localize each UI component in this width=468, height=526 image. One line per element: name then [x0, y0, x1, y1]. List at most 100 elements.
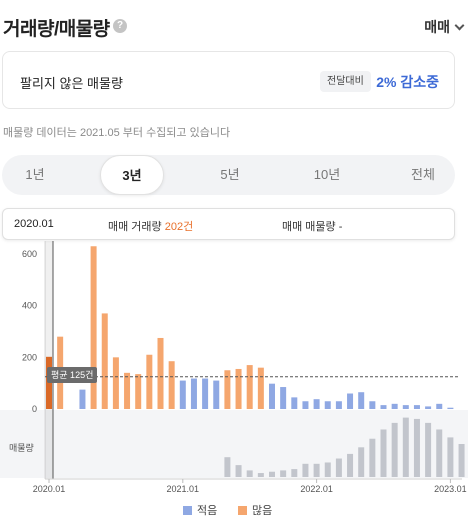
- stock-volume-bar: [358, 447, 365, 477]
- tab-3-years[interactable]: 3년: [100, 155, 164, 195]
- trade-volume-bar: [302, 401, 309, 409]
- period-tabs: 1년 3년 5년 10년 전체: [2, 155, 455, 195]
- trade-volume-info: 매매 거래량 202건: [108, 218, 193, 234]
- unsold-summary-card: 팔리지 않은 매물량 전달대비 2% 감소중: [2, 51, 455, 109]
- trade-type-dropdown[interactable]: 매매: [424, 17, 465, 37]
- trade-volume-bar: [146, 354, 153, 409]
- stock-volume-bar: [425, 422, 432, 477]
- tab-10-years[interactable]: 10년: [313, 167, 341, 182]
- stock-volume-bar: [347, 453, 354, 477]
- stock-volume-bar: [224, 457, 231, 477]
- stock-volume-bar: [447, 437, 454, 477]
- selected-month: 2020.01: [14, 218, 54, 230]
- trade-volume-bar: [291, 397, 298, 409]
- chart-legend: 적음 많음: [0, 500, 468, 518]
- volume-chart[interactable]: 600 400 200 0 매물량 2020.01 2021.01 2022.01 2023.0…: [0, 241, 468, 526]
- trade-volume-bar: [135, 374, 142, 409]
- trade-volume-bar: [202, 378, 209, 409]
- average-tag: 평균 125건: [47, 367, 98, 383]
- trade-type-label: 매매: [424, 19, 450, 35]
- stock-volume-bar: [380, 429, 387, 477]
- trade-volume-bar: [380, 405, 387, 409]
- x-tick-label: 2023.01: [434, 484, 467, 494]
- stock-volume-value: -: [338, 221, 343, 233]
- stock-panel-background: [0, 410, 468, 478]
- y-tick-label: 600: [22, 249, 37, 259]
- legend-swatch-high: [238, 506, 247, 515]
- trade-volume-bar: [124, 372, 131, 409]
- y-tick-label: 400: [22, 301, 37, 311]
- stock-volume-info: 매매 매물량 -: [282, 218, 342, 234]
- trade-volume-bar: [235, 368, 242, 409]
- selected-month-info: 2020.01 매매 거래량 202건 매매 매물량 -: [2, 208, 455, 240]
- y-tick-label: 200: [22, 352, 37, 362]
- x-tick-label: 2022.01: [300, 484, 333, 494]
- legend-swatch-low: [183, 506, 192, 515]
- trade-volume-bar: [112, 357, 119, 409]
- stock-volume-bar: [369, 438, 376, 477]
- selected-month-highlight: [45, 241, 53, 479]
- x-tick-label: 2020.01: [33, 484, 66, 494]
- y-tick-label: 0: [32, 404, 37, 414]
- tab-all[interactable]: 전체: [411, 167, 435, 182]
- stock-volume-bar: [436, 429, 443, 477]
- stock-panel-label: 매물량: [9, 442, 34, 453]
- trade-volume-value: 202건: [164, 221, 194, 233]
- stock-volume-label: 매매 매물량: [282, 221, 336, 233]
- stock-volume-bar: [458, 444, 465, 477]
- trade-volume-bar: [447, 407, 454, 409]
- trade-volume-bar: [280, 387, 287, 409]
- trade-volume-label: 매매 거래량: [108, 221, 162, 233]
- trade-volume-bar: [436, 403, 443, 409]
- section-header: 거래량/매물량 ? 매매: [0, 0, 468, 48]
- trade-volume-bar: [391, 403, 398, 409]
- stock-volume-bar: [291, 469, 298, 477]
- trade-volume-bar: [190, 378, 197, 409]
- stock-volume-bar: [413, 418, 420, 477]
- trade-volume-bar: [168, 361, 175, 409]
- legend-item-high: 많음: [238, 502, 272, 518]
- stock-volume-bar: [313, 463, 320, 477]
- trade-volume-bar: [347, 393, 354, 409]
- trade-volume-bar: [425, 406, 432, 409]
- trade-volume-bar: [335, 401, 342, 409]
- stock-volume-bar: [391, 422, 398, 477]
- trade-volume-bar: [157, 337, 164, 409]
- volume-chart-svg: 600 400 200 0 매물량 2020.01 2021.01 2022.01 2023.0…: [0, 241, 468, 494]
- trade-volume-bar: [269, 383, 275, 409]
- trade-volume-bar: [179, 380, 186, 409]
- trade-volume-bar: [246, 365, 253, 409]
- stock-volume-bar: [324, 462, 331, 477]
- tab-1-year[interactable]: 1년: [25, 167, 45, 182]
- comparison-badge: 전달대비: [320, 71, 371, 92]
- trade-volume-bar: [257, 367, 264, 409]
- data-notice: 매물량 데이터는 2021.05 부터 수집되고 있습니다: [3, 127, 231, 139]
- trade-volume-bar: [79, 389, 86, 409]
- trade-volume-bar: [324, 401, 331, 409]
- trade-volume-bar: [369, 401, 376, 409]
- trade-volume-bar: [213, 380, 220, 409]
- stock-volume-bar: [335, 458, 342, 477]
- stock-volume-bar: [280, 470, 287, 477]
- unsold-label: 팔리지 않은 매물량: [20, 76, 123, 91]
- stock-volume-bar: [257, 473, 264, 477]
- stock-volume-bar: [402, 417, 409, 477]
- section-title: 거래량/매물량: [3, 19, 110, 40]
- legend-label-low: 적음: [197, 505, 218, 517]
- unsold-change-value: 2% 감소중: [376, 74, 439, 90]
- question-circle-icon[interactable]: ?: [113, 19, 127, 33]
- legend-item-low: 적음: [183, 502, 217, 518]
- trade-volume-bar: [101, 313, 108, 409]
- trade-volume-bar: [402, 405, 409, 409]
- trade-volume-bar: [224, 370, 231, 409]
- stock-volume-bar: [269, 471, 275, 477]
- tab-5-years[interactable]: 5년: [220, 167, 240, 182]
- trade-volume-bar: [313, 399, 320, 409]
- x-tick-label: 2021.01: [167, 484, 200, 494]
- chevron-down-icon: [454, 20, 465, 31]
- stock-volume-bar: [246, 470, 253, 477]
- trade-volume-bar: [413, 405, 420, 409]
- trade-volume-bar: [90, 246, 97, 409]
- stock-volume-bar: [235, 465, 242, 477]
- trade-volume-bar: [358, 392, 365, 409]
